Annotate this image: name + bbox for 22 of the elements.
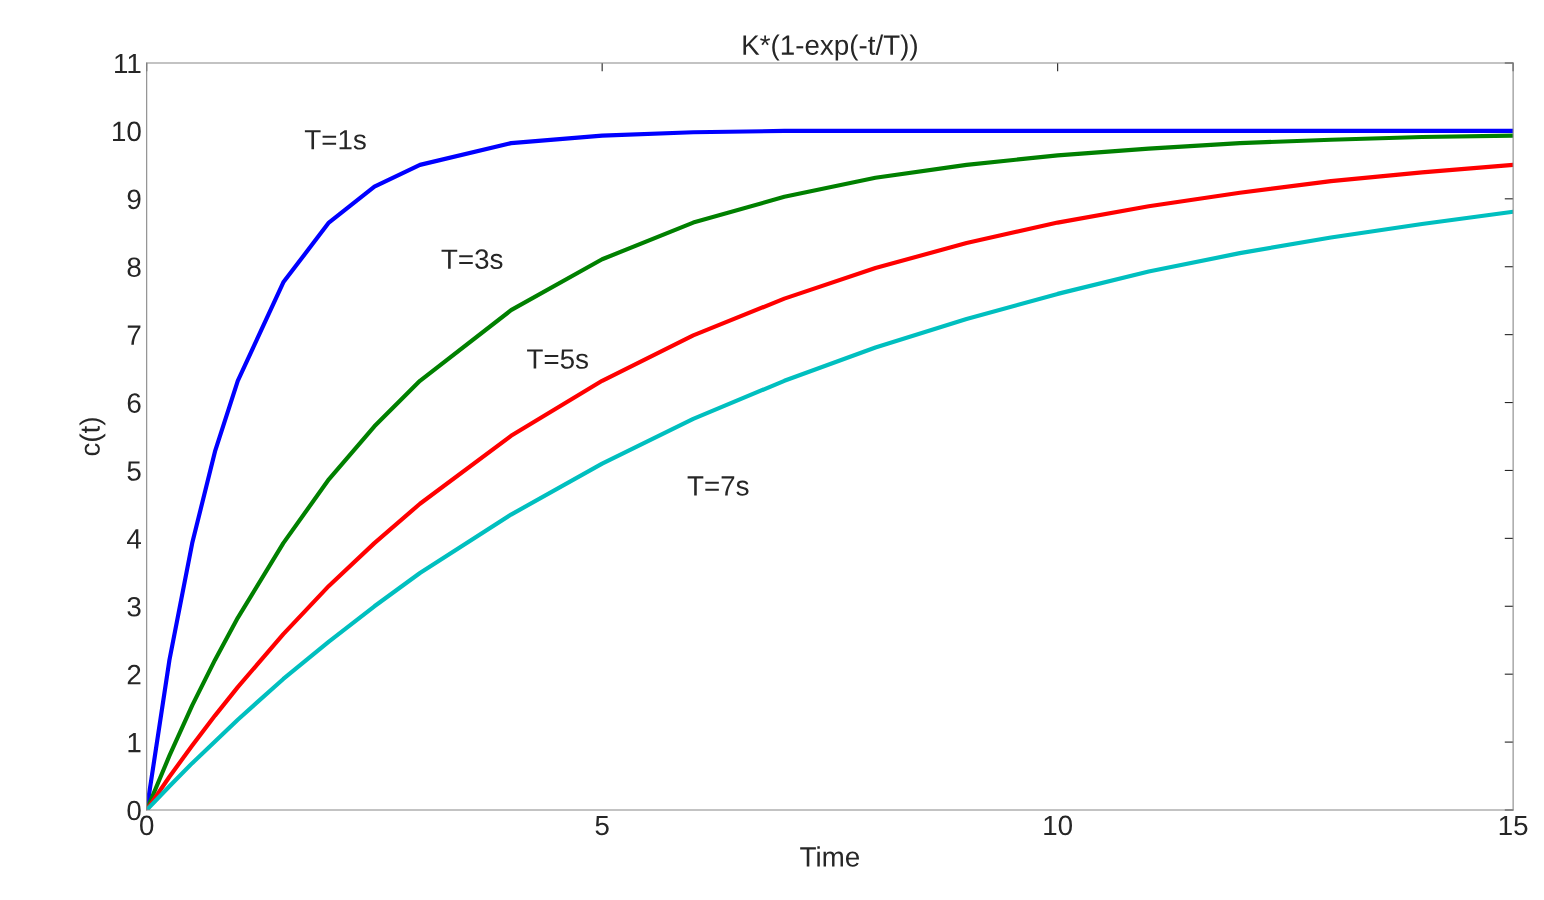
y-tick-label: 3	[127, 596, 141, 617]
series-label: T=5s	[527, 349, 588, 369]
y-tick-label: 4	[127, 529, 142, 549]
y-tick-label: 7	[127, 325, 141, 345]
chart-title: K*(1-exp(-t/T))	[743, 34, 917, 61]
y-tick-label: 0	[127, 800, 141, 821]
series-label: T=7s	[687, 476, 749, 496]
y-axis-title: c(t)	[79, 418, 106, 456]
series-label: T=1s	[304, 130, 366, 150]
series-label: T=3s	[441, 249, 503, 270]
y-tick-label: 8	[127, 257, 141, 278]
y-tick-label: 5	[127, 461, 141, 481]
x-tick-label: 15	[1499, 815, 1528, 836]
y-tick-label: 1	[128, 733, 141, 753]
y-tick-label: 2	[127, 664, 141, 685]
y-tick-label: 9	[127, 189, 141, 210]
x-axis-title: Time	[800, 846, 860, 867]
x-tick-label: 10	[1044, 815, 1072, 836]
x-tick-label: 5	[595, 815, 609, 836]
y-tick-label: 10	[113, 121, 141, 142]
y-tick-label: 11	[115, 53, 141, 74]
y-tick-label: 6	[127, 393, 141, 413]
